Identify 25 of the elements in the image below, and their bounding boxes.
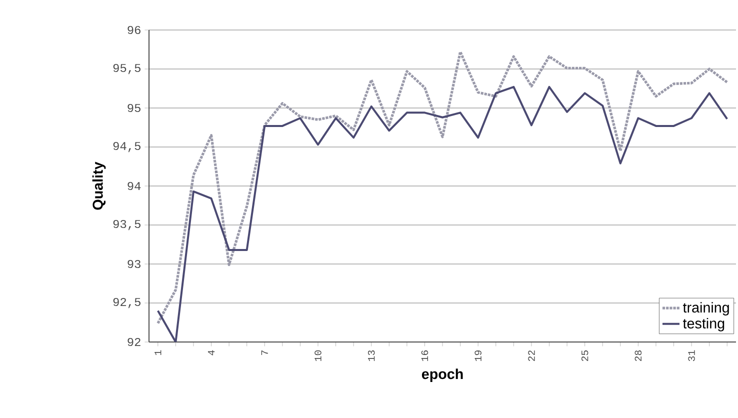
legend-label: testing xyxy=(683,318,724,332)
x-tick-label: 22 xyxy=(528,350,535,362)
y-tick-label: 94 xyxy=(128,182,141,190)
y-tick-label: 92,5 xyxy=(113,298,140,308)
x-tick-label: 10 xyxy=(314,350,322,362)
x-tick-label: 1 xyxy=(154,350,162,356)
x-tick-label: 7 xyxy=(261,350,268,355)
legend-label: training xyxy=(683,302,729,316)
x-tick-label: 16 xyxy=(421,350,428,362)
x-tick-label: 13 xyxy=(368,350,375,362)
x-tick-label: 4 xyxy=(208,350,215,356)
x-tick-label: 31 xyxy=(688,350,695,362)
x-tick-label: 19 xyxy=(474,350,482,362)
y-tick-label: 93 xyxy=(128,260,140,268)
y-axis-title: Quality xyxy=(92,162,106,210)
y-tick-label: 92 xyxy=(128,338,140,346)
y-tick-label: 93,5 xyxy=(113,220,140,230)
y-tick-label: 94,5 xyxy=(113,142,140,152)
x-tick-label: 25 xyxy=(581,350,588,362)
x-tick-label: 28 xyxy=(634,350,642,362)
y-tick-label: 95 xyxy=(128,104,140,112)
line-series xyxy=(156,86,728,342)
y-tick-label: 96 xyxy=(128,26,140,34)
x-axis-title: epoch xyxy=(422,368,463,382)
y-tick-label: 95,5 xyxy=(113,64,140,74)
